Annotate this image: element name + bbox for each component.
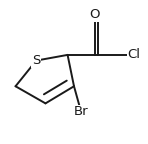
Text: Br: Br <box>74 105 89 118</box>
Text: S: S <box>32 54 40 67</box>
Text: Cl: Cl <box>127 48 140 61</box>
Text: O: O <box>89 8 100 21</box>
